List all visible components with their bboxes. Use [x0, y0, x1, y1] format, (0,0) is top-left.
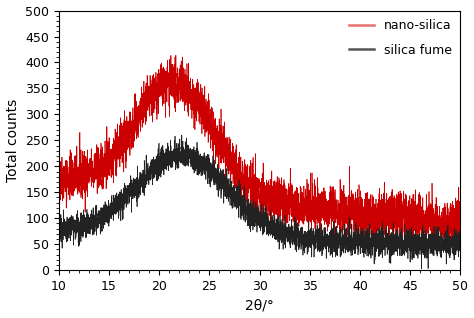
nano-silica [173, 53, 179, 57]
silica fume [446, 247, 451, 251]
nano-silica [457, 218, 463, 221]
X-axis label: 2θ/°: 2θ/° [245, 299, 274, 313]
nano-silica [348, 214, 354, 218]
silica fume [179, 133, 184, 137]
silica fume [419, 267, 424, 271]
nano-silica [247, 187, 253, 190]
nano-silica [225, 155, 230, 159]
silica fume [457, 229, 463, 233]
silica fume [56, 233, 62, 237]
nano-silica [403, 249, 409, 253]
silica fume [225, 189, 230, 193]
Line: nano-silica: nano-silica [59, 55, 460, 251]
Line: silica fume: silica fume [59, 135, 460, 269]
nano-silica [426, 219, 431, 223]
nano-silica [446, 238, 451, 241]
silica fume [228, 187, 234, 191]
Y-axis label: Total counts: Total counts [6, 99, 19, 182]
silica fume [348, 247, 354, 251]
silica fume [426, 248, 431, 252]
nano-silica [56, 170, 62, 174]
silica fume [247, 226, 253, 230]
nano-silica [228, 150, 234, 154]
Legend: nano-silica, silica fume: nano-silica, silica fume [344, 14, 456, 62]
